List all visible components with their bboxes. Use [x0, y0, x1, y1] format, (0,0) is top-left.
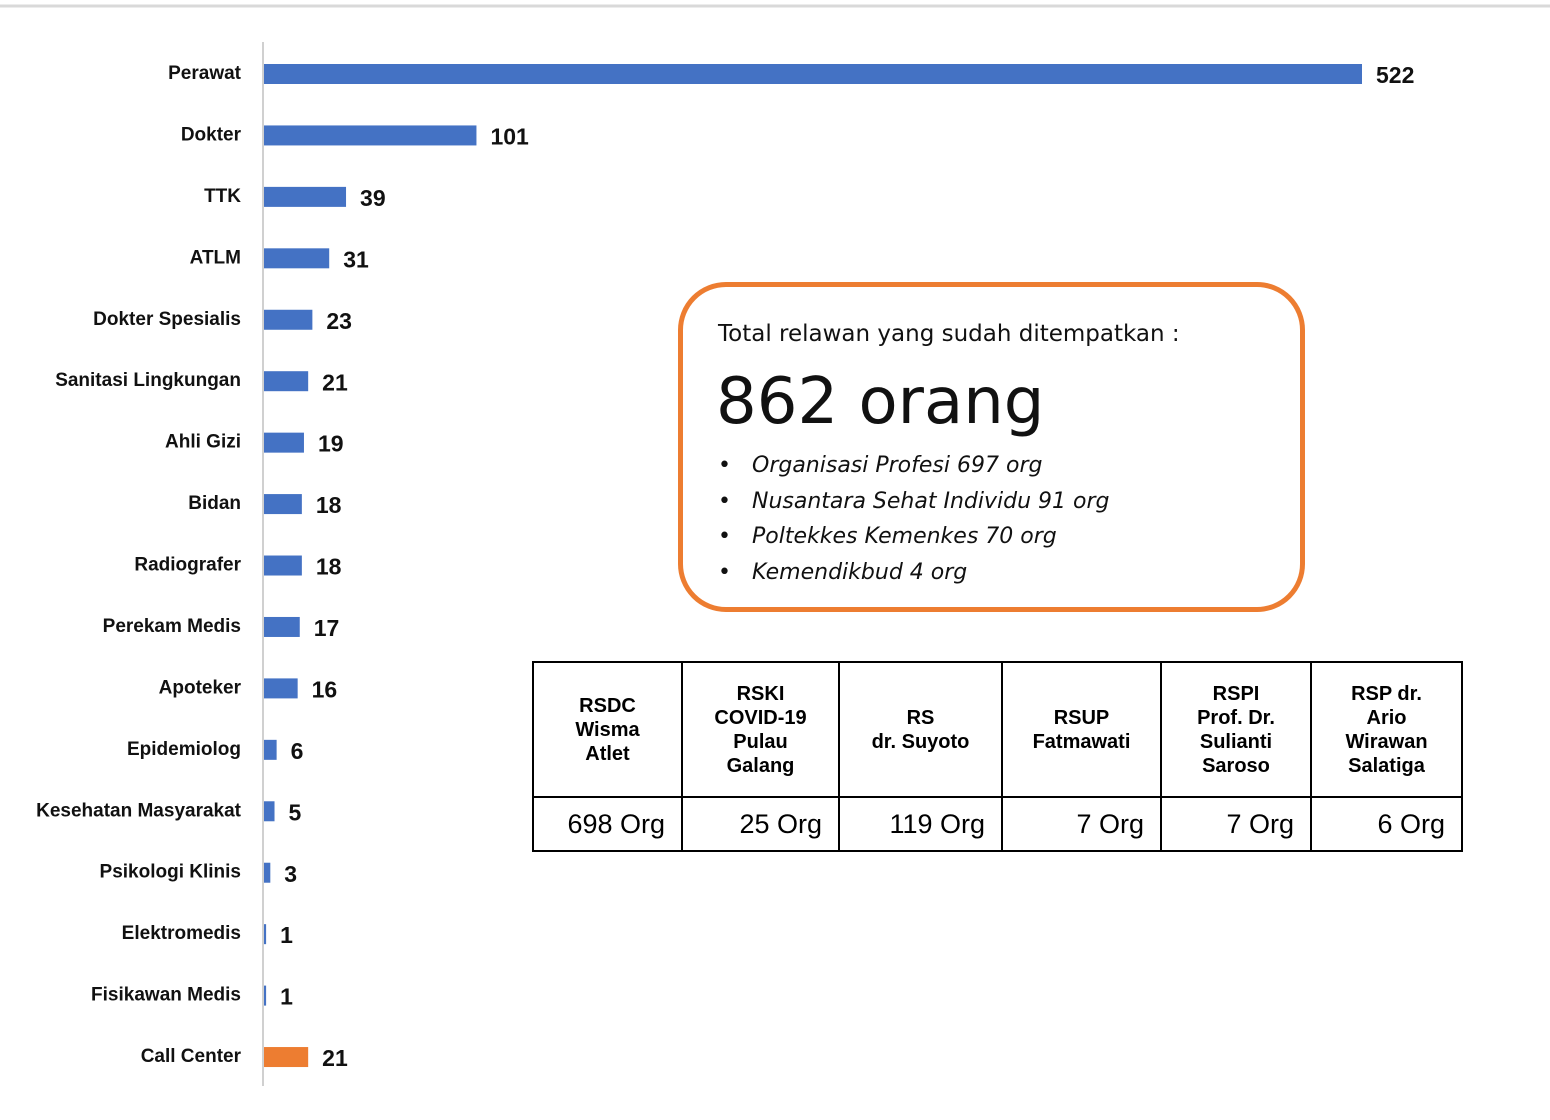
table-header: RSUP Fatmawati	[1001, 661, 1162, 798]
data-label: 21	[322, 1045, 348, 1071]
y-tick-label: Epidemiolog	[127, 739, 241, 760]
data-label: 17	[314, 615, 340, 641]
data-label: 3	[284, 861, 297, 887]
callout-item: • Kemendikbud 4 org	[718, 559, 968, 585]
data-label: 16	[312, 676, 338, 702]
bar	[264, 985, 267, 1006]
y-tick-label: Sanitasi Lingkungan	[55, 370, 241, 391]
callout-item-text: Nusantara Sehat Individu 91 org	[752, 488, 1110, 514]
bar	[264, 371, 309, 392]
y-tick-label: Psikologi Klinis	[100, 862, 241, 883]
data-label: 31	[343, 246, 369, 272]
table-header: RSP dr. Ario Wirawan Salatiga	[1310, 661, 1463, 798]
callout-list: • Organisasi Profesi 697 org • Nusantara Se…	[718, 453, 1109, 595]
y-tick-label: Apoteker	[159, 677, 242, 698]
bar	[264, 678, 298, 699]
data-label: 23	[326, 308, 352, 334]
table: RSDC Wisma Atlet RSKI COVID-19 Pulau Gala…	[532, 661, 1463, 852]
y-tick-label: Elektromedis	[122, 923, 241, 944]
bar	[264, 64, 1362, 84]
callout-item: • Poltekkes Kemenkes 70 org	[718, 524, 1057, 549]
y-tick-label: Ahli Gizi	[165, 432, 241, 453]
table-row: 698 Org 25 Org 119 Org 7 Org 7 Org 6 Org	[532, 796, 1463, 852]
y-tick-label: Perawat	[168, 63, 242, 84]
table-cell: 7 Org	[1160, 796, 1312, 852]
callout-item: • Nusantara Sehat Individu 91 org	[718, 488, 1110, 514]
data-label: 18	[316, 492, 342, 518]
table-header: RS dr. Suyoto	[838, 661, 1003, 798]
y-tick-label: ATLM	[190, 247, 241, 268]
table-header: RSDC Wisma Atlet	[532, 661, 683, 798]
y-tick-label: Fisikawan Medis	[91, 985, 241, 1006]
data-label: 1	[280, 984, 293, 1010]
data-label: 522	[1376, 62, 1414, 88]
bar	[264, 862, 271, 883]
bar	[264, 494, 302, 515]
data-label: 18	[316, 554, 342, 580]
y-tick-label: Call Center	[141, 1046, 242, 1067]
bar	[264, 125, 477, 146]
bar	[264, 739, 277, 760]
y-tick-label: Kesehatan Masyarakat	[36, 800, 242, 821]
y-tick-label: TTK	[204, 186, 241, 207]
bar	[264, 432, 304, 453]
callout-title: Total relawan yang sudah ditempatkan :	[718, 321, 1180, 347]
callout: Total relawan yang sudah ditempatkan : 8…	[678, 282, 1305, 612]
data-label: 39	[360, 185, 386, 211]
y-tick-label: Bidan	[188, 493, 241, 514]
callout-total: 862 orang	[716, 365, 1045, 439]
data-label: 19	[318, 431, 344, 457]
bar	[264, 801, 275, 822]
data-label: 6	[291, 738, 304, 764]
callout-item-text: Poltekkes Kemenkes 70 org	[752, 524, 1057, 549]
bar	[264, 924, 267, 945]
table-cell: 25 Org	[681, 796, 840, 852]
data-label: 101	[490, 124, 529, 150]
callout-item-text: Kemendikbud 4 org	[752, 559, 968, 585]
bar	[264, 248, 330, 269]
bar	[264, 186, 347, 207]
bar	[264, 555, 302, 576]
table-cell: 7 Org	[1001, 796, 1162, 852]
y-tick-label: Dokter	[181, 124, 242, 145]
y-tick-label: Perekam Medis	[103, 616, 241, 637]
table-cell: 119 Org	[838, 796, 1003, 852]
bar	[264, 616, 300, 637]
callout-item-text: Organisasi Profesi 697 org	[752, 453, 1043, 478]
bar	[264, 309, 313, 330]
y-tick-label: Dokter Spesialis	[93, 309, 241, 330]
table-header: RSPI Prof. Dr. Sulianti Saroso	[1160, 661, 1312, 798]
data-label: 21	[322, 369, 348, 395]
bar	[264, 1047, 309, 1068]
y-tick-label: Radiografer	[134, 555, 241, 576]
data-label: 1	[280, 922, 293, 948]
data-label: 5	[289, 799, 302, 825]
table-cell: 6 Org	[1310, 796, 1463, 852]
callout-item: • Organisasi Profesi 697 org	[718, 453, 1043, 478]
table-cell: 698 Org	[532, 796, 683, 852]
table-header: RSKI COVID-19 Pulau Galang	[681, 661, 840, 798]
